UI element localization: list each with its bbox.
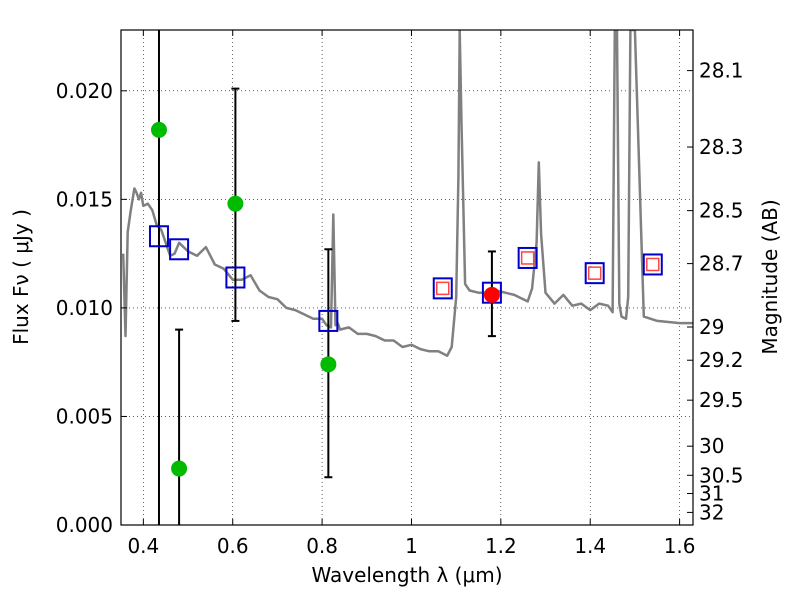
mag-tick-label: 28.1 [699, 59, 744, 83]
mag-tick-label: 28.7 [699, 252, 744, 276]
data-point [483, 286, 500, 303]
grid-layer [121, 30, 693, 526]
y-tick-label: 0.000 [56, 513, 113, 537]
model-band-square [432, 277, 453, 300]
data-point [150, 121, 167, 138]
y-tick-label: 0.005 [56, 404, 113, 428]
mag-tick-label: 32 [699, 500, 724, 524]
mag-tick-label: 28.3 [699, 135, 744, 159]
series-layer [121, 30, 693, 525]
x-tick-label: 0.4 [127, 534, 159, 558]
x-tick-label: 0.6 [217, 534, 249, 558]
model-band-square [148, 225, 169, 248]
model-band-square [642, 253, 663, 276]
data-point [227, 195, 244, 212]
model-band-inner-square [587, 266, 602, 280]
y2-axis-title: Magnitude (AB) [758, 199, 782, 354]
plot-frame [120, 29, 694, 526]
x-tick-label: 0.8 [306, 534, 338, 558]
data-point [171, 460, 188, 477]
model-band-inner-square [646, 257, 660, 272]
y-tick-label: 0.015 [56, 187, 113, 211]
x-tick-label: 1.2 [485, 534, 517, 558]
y-axis-title: Flux Fν ( μJy ) [9, 209, 33, 345]
mag-tick-label: 28.5 [699, 199, 744, 223]
model-band-inner-square [520, 251, 535, 265]
y-tick-label: 0.020 [56, 79, 113, 103]
x-tick-label: 1 [405, 534, 418, 558]
x-axis-title: Wavelength λ (μm) [311, 563, 502, 587]
model-band-square [584, 262, 605, 285]
mag-tick-label: 30 [699, 434, 724, 458]
model-band-square [169, 238, 190, 261]
model-band-square [318, 309, 339, 332]
model-band-square [225, 266, 246, 289]
mag-tick-label: 29.5 [699, 388, 744, 412]
model-band-square [517, 246, 538, 269]
x-tick-label: 1.6 [664, 534, 696, 558]
data-point [320, 356, 337, 373]
spectrum-line [121, 30, 693, 357]
mag-tick-label: 29.2 [699, 348, 744, 372]
model-band-inner-square [436, 281, 450, 296]
axes-layer: 0.4 0.6 0.8 1 1.2 1.4 1.6 0.000 0.005 0.010 0.015 0… [56, 30, 744, 558]
x-tick-label: 1.4 [574, 534, 606, 558]
mag-tick-label: 30.5 [699, 463, 744, 487]
y-tick-label: 0.010 [56, 296, 113, 320]
mag-tick-label: 29 [699, 315, 724, 339]
mag-tick-label: 31 [699, 482, 724, 506]
